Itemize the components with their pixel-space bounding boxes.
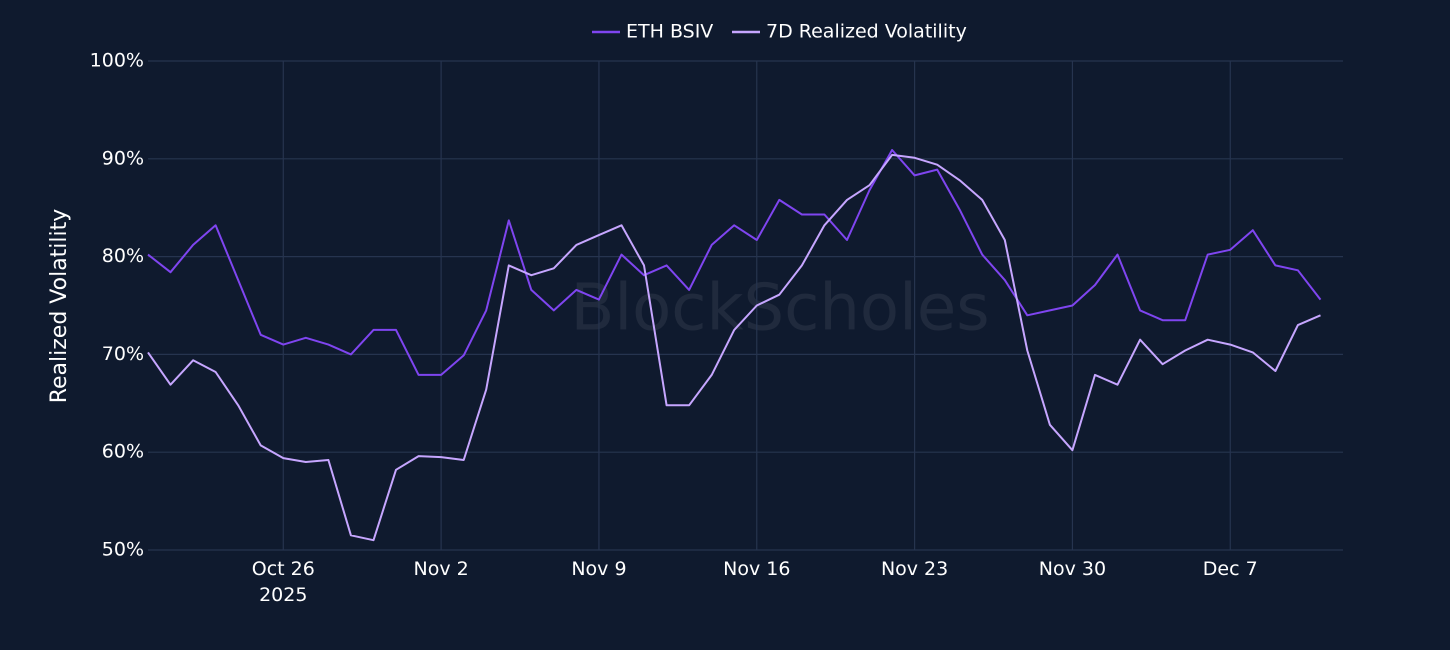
y-tick-label: 90% [102, 147, 144, 169]
x-tick-label: Nov 9 [571, 558, 627, 580]
y-tick-label: 70% [102, 343, 144, 365]
series-line [147, 149, 1322, 376]
x-tick-label: Dec 7 [1202, 558, 1258, 580]
x-tick-label: Nov 30 [1038, 558, 1107, 580]
x-tick-label: Oct 26 2025 [251, 558, 315, 606]
y-tick-label: 50% [102, 539, 144, 561]
legend-label: ETH BSIV [626, 21, 713, 43]
x-tick-label: Nov 23 [880, 558, 949, 580]
watermark: BlockScholes [570, 272, 989, 346]
x-tick-label: Nov 2 [413, 558, 469, 580]
y-tick-label: 80% [102, 245, 144, 267]
series-line [147, 153, 1321, 542]
y-tick-label: 60% [102, 441, 144, 463]
x-tick-label: Nov 16 [723, 558, 791, 580]
legend-label: 7D Realized Volatility [766, 21, 967, 43]
y-axis-title: Realized Volatility [47, 209, 72, 404]
y-tick-label: 100% [90, 50, 144, 72]
